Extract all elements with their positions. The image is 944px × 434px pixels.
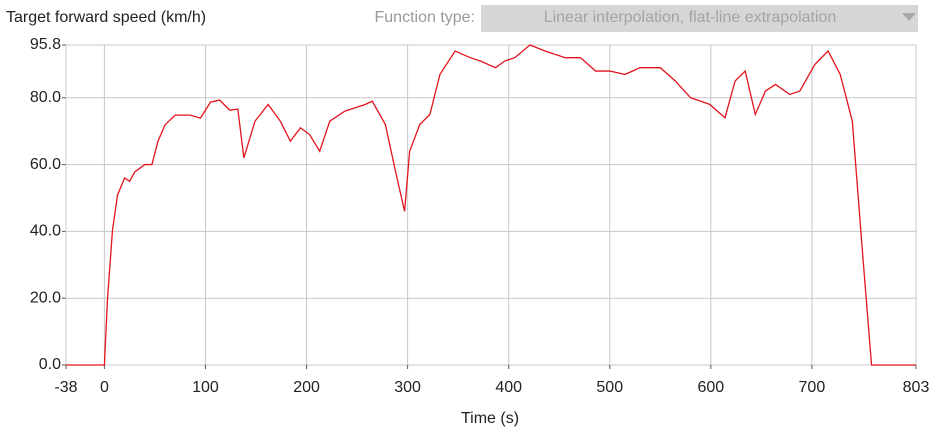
function-type-dropdown[interactable]: Linear interpolation, flat-line extrapol… xyxy=(481,5,918,32)
x-tick-label: -38 xyxy=(54,379,77,396)
x-axis-title: Time (s) xyxy=(461,410,519,427)
y-tick-label: 20.0 xyxy=(30,289,61,306)
y-tick-label: 0.0 xyxy=(39,356,61,373)
x-tick-label: 600 xyxy=(697,379,724,396)
y-tick-label: 80.0 xyxy=(30,89,61,106)
x-tick-label: 803 xyxy=(903,379,930,396)
y-tick-label: 40.0 xyxy=(30,223,61,240)
x-tick-label: 100 xyxy=(192,379,219,396)
x-tick-label: 500 xyxy=(596,379,623,396)
x-tick-label: 400 xyxy=(495,379,522,396)
dropdown-value[interactable]: Linear interpolation, flat-line extrapol… xyxy=(544,9,837,26)
y-tick-label: 95.8 xyxy=(30,36,61,53)
x-tick-label: 700 xyxy=(799,379,826,396)
x-tick-label: 200 xyxy=(293,379,320,396)
x-tick-label: 0 xyxy=(100,379,109,396)
y-tick-label: 60.0 xyxy=(30,156,61,173)
dropdown-arrow[interactable] xyxy=(902,13,916,21)
function-type-label: Function type: xyxy=(375,9,476,26)
y-axis-title: Target forward speed (km/h) xyxy=(6,9,206,26)
x-tick-label: 300 xyxy=(394,379,421,396)
series-line xyxy=(66,44,916,366)
dropdown-box[interactable] xyxy=(481,5,918,32)
